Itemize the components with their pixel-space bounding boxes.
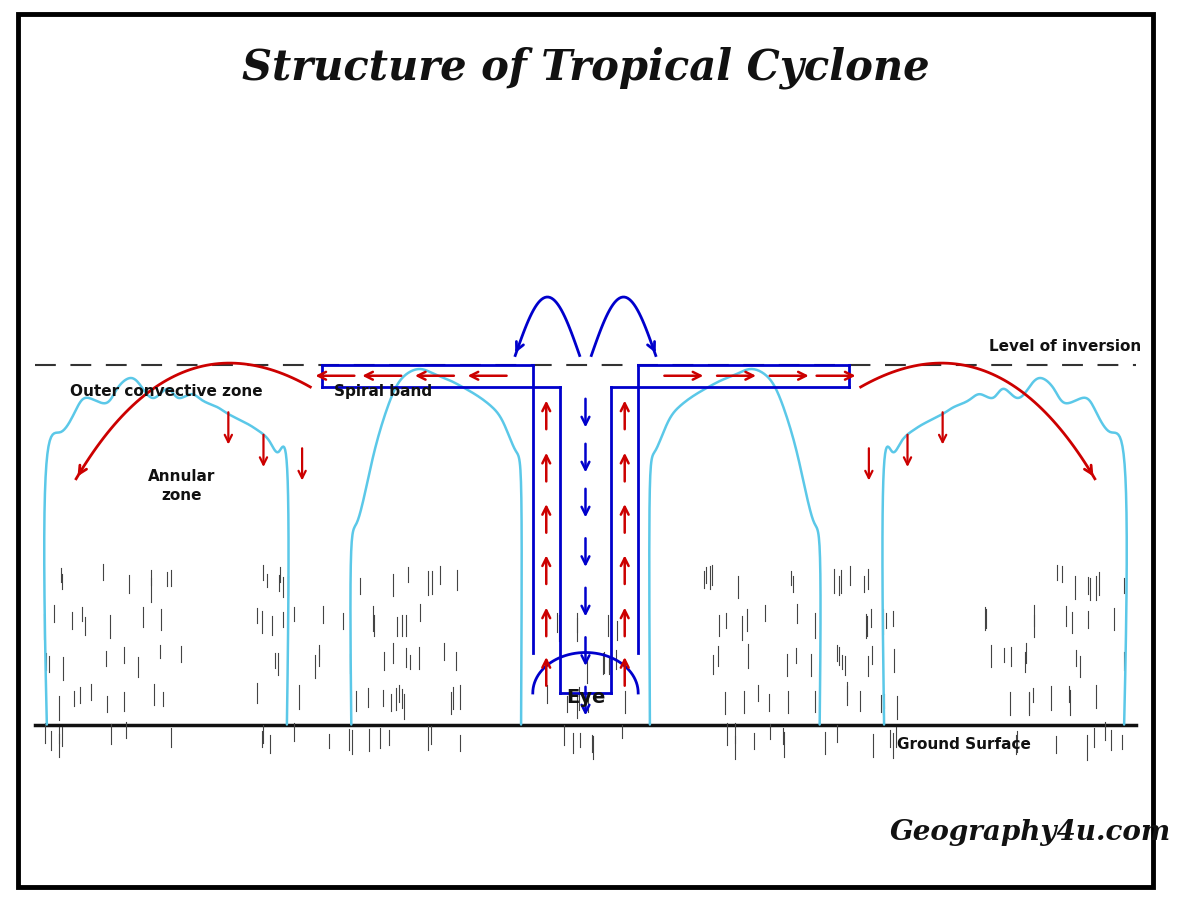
Text: Structure of Tropical Cyclone: Structure of Tropical Cyclone (241, 46, 929, 89)
Text: Ground Surface: Ground Surface (896, 737, 1031, 751)
Text: Level of inversion: Level of inversion (990, 339, 1141, 354)
Text: Spiral band: Spiral band (334, 384, 432, 399)
Text: Annular
zone: Annular zone (148, 469, 215, 503)
Text: Geography4u.com: Geography4u.com (890, 819, 1171, 846)
Text: Eye: Eye (566, 688, 605, 707)
Text: Outer convective zone: Outer convective zone (71, 384, 263, 399)
